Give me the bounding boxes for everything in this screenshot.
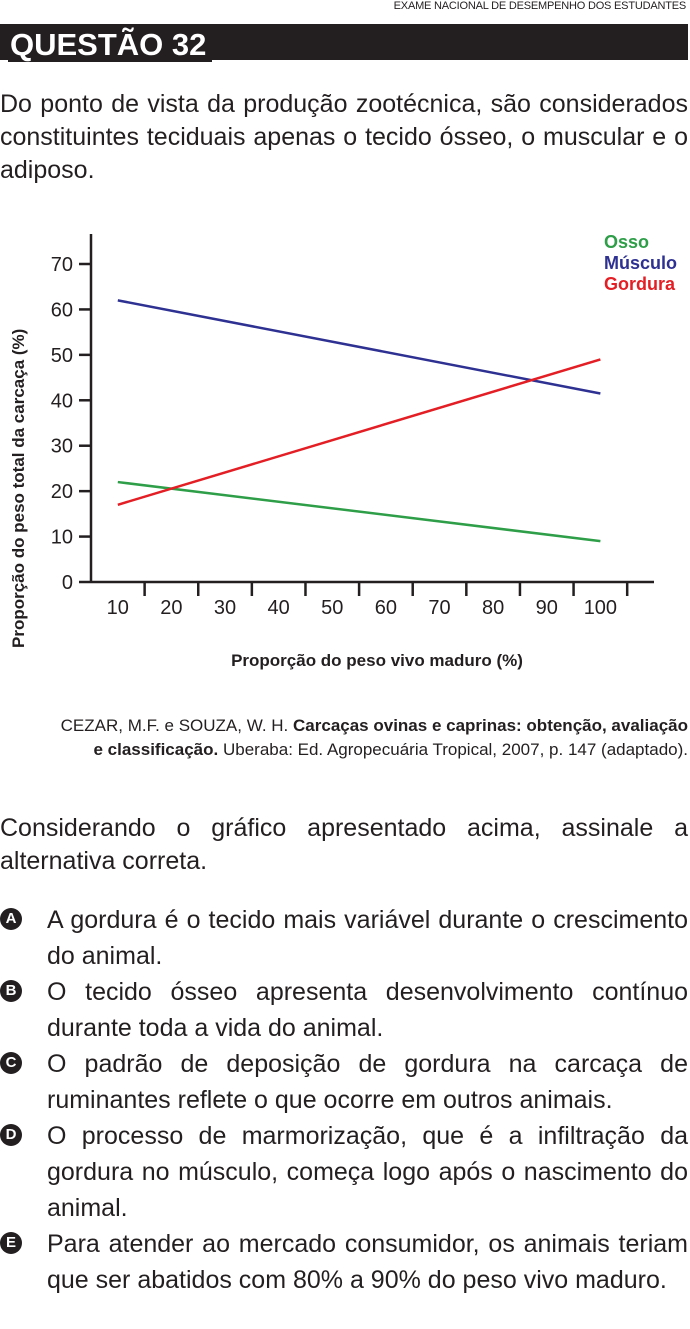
series-lines bbox=[117, 299, 601, 543]
citation-pages: p. 147 (adaptado). bbox=[549, 740, 688, 759]
question-stem: Considerando o gráfico apresentado acima… bbox=[0, 814, 688, 875]
legend-entry: Músculo bbox=[604, 253, 677, 273]
x-tick-label: 10 bbox=[107, 597, 129, 619]
y-axis-title: Proporção do peso total da carcaça (%) bbox=[9, 329, 28, 648]
y-tick-label: 10 bbox=[51, 527, 73, 549]
tissue-chart: Proporção do peso total da carcaça (%) 0… bbox=[9, 232, 677, 670]
series-line-gordura bbox=[117, 358, 601, 506]
x-tick-label: 100 bbox=[584, 597, 617, 619]
x-axis-label: Proporção do peso vivo maduro (%) bbox=[231, 651, 523, 670]
citation-title: Carcaças ovinas e caprinas: obtenção, av… bbox=[93, 716, 688, 759]
series-line-músculo bbox=[117, 299, 601, 395]
y-axis-label: Proporção do peso total da carcaça (%) bbox=[9, 329, 28, 648]
y-tick-label: 30 bbox=[51, 436, 73, 458]
x-tick-label: 80 bbox=[482, 597, 504, 619]
x-ticks: 10 20 30 40 50 60 70 80 90 100 bbox=[107, 582, 629, 619]
option-e[interactable]: E Para atender ao mercado consumidor, os… bbox=[0, 1226, 690, 1298]
series-line-osso bbox=[117, 480, 601, 543]
option-a-text: A gordura é o tecido mais variável duran… bbox=[47, 906, 688, 970]
option-d[interactable]: D O processo de marmorização, que é a in… bbox=[0, 1118, 690, 1226]
y-tick-label: 0 bbox=[62, 572, 73, 594]
exam-name-header: EXAME NACIONAL DE DESEMPENHO DOS ESTUDAN… bbox=[393, 0, 687, 12]
x-tick-label: 60 bbox=[375, 597, 397, 619]
option-d-text: O processo de marmorização, que é a infi… bbox=[47, 1122, 688, 1222]
citation-authors: CEZAR, M.F. e SOUZA, W. H. bbox=[60, 716, 289, 735]
y-tick-label: 50 bbox=[51, 345, 73, 367]
answer-options: A A gordura é o tecido mais variável dur… bbox=[0, 902, 690, 1298]
x-tick-label: 30 bbox=[214, 597, 236, 619]
option-a-letter-icon: A bbox=[0, 908, 22, 930]
y-tick-label: 40 bbox=[51, 390, 73, 412]
x-tick-label: 50 bbox=[321, 597, 343, 619]
question-title: QUESTÃO 32 bbox=[4, 24, 216, 64]
y-ticks: 0 10 20 30 40 50 60 70 bbox=[51, 254, 91, 594]
option-e-text: Para atender ao mercado consumidor, os a… bbox=[47, 1230, 688, 1294]
legend-entry: Gordura bbox=[604, 274, 676, 294]
option-c-text: O padrão de deposição de gordura na carc… bbox=[47, 1050, 688, 1114]
option-c[interactable]: C O padrão de deposição de gordura na ca… bbox=[0, 1046, 690, 1118]
y-tick-label: 20 bbox=[51, 481, 73, 503]
x-tick-label: 40 bbox=[268, 597, 290, 619]
x-tick-label: 20 bbox=[160, 597, 182, 619]
legend-entry: Osso bbox=[604, 232, 649, 252]
option-a[interactable]: A A gordura é o tecido mais variável dur… bbox=[0, 902, 690, 974]
option-c-letter-icon: C bbox=[0, 1052, 22, 1074]
option-e-letter-icon: E bbox=[0, 1232, 22, 1254]
intro-text: Do ponto de vista da produção zootécnica… bbox=[0, 90, 688, 184]
y-tick-label: 60 bbox=[51, 299, 73, 321]
citation: CEZAR, M.F. e SOUZA, W. H. Carcaças ovin… bbox=[48, 714, 688, 762]
x-tick-label: 90 bbox=[536, 597, 558, 619]
option-b-letter-icon: B bbox=[0, 980, 22, 1002]
question-title-text: QUESTÃO 32 bbox=[8, 27, 213, 62]
x-tick-label: 70 bbox=[428, 597, 450, 619]
y-tick-label: 70 bbox=[51, 254, 73, 276]
option-b[interactable]: B O tecido ósseo apresenta desenvolvimen… bbox=[0, 974, 690, 1046]
option-b-text: O tecido ósseo apresenta desenvolvimento… bbox=[47, 978, 688, 1042]
option-d-letter-icon: D bbox=[0, 1124, 22, 1146]
citation-publisher: Uberaba: Ed. Agropecuária Tropical, 2007… bbox=[222, 740, 545, 759]
